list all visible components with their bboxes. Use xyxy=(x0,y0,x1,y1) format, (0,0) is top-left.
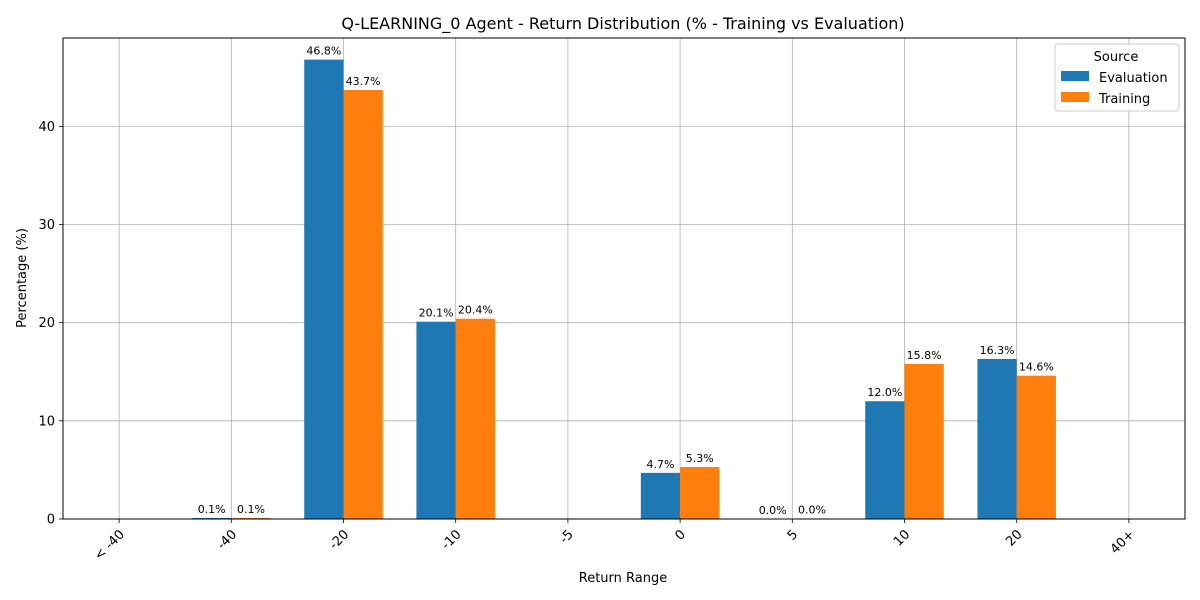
data-label-evaluation: 46.8% xyxy=(306,45,341,58)
legend: Source Evaluation Training xyxy=(1054,43,1180,112)
y-tick-label: 20 xyxy=(38,316,55,331)
x-tick-label: 20 xyxy=(1003,527,1025,549)
y-tick-label: 30 xyxy=(38,218,55,233)
bar-evaluation xyxy=(304,59,344,519)
bar-evaluation xyxy=(416,321,456,519)
data-label-evaluation: 0.1% xyxy=(198,503,226,516)
legend-label-evaluation: Evaluation xyxy=(1099,71,1168,86)
chart-title: Q-LEARNING_0 Agent - Return Distribution… xyxy=(341,14,904,34)
x-tick-label: -10 xyxy=(439,527,465,553)
y-tick-label: 10 xyxy=(38,414,55,429)
bar-training xyxy=(904,363,944,519)
data-label-training: 0.1% xyxy=(237,503,265,516)
x-tick-label: -40 xyxy=(215,527,241,553)
data-label-training: 0.0% xyxy=(798,504,826,517)
x-tick-label: 40+ xyxy=(1108,527,1138,557)
data-label-evaluation: 12.0% xyxy=(867,386,902,399)
data-label-evaluation: 20.1% xyxy=(419,307,454,320)
legend-swatch-evaluation xyxy=(1061,71,1089,81)
y-axis-ticks: 0 10 20 30 40 xyxy=(38,120,63,528)
x-tick-label: -5 xyxy=(557,527,577,547)
legend-swatch-training xyxy=(1061,92,1089,102)
y-tick-label: 40 xyxy=(38,120,55,135)
data-label-training: 14.6% xyxy=(1019,361,1054,374)
bar-training xyxy=(343,90,383,520)
legend-label-training: Training xyxy=(1098,92,1150,107)
bar-evaluation xyxy=(640,472,681,519)
data-label-training: 20.4% xyxy=(458,304,493,317)
x-tick-label: -20 xyxy=(327,527,353,553)
bars-layer xyxy=(192,59,1056,520)
bar-evaluation xyxy=(977,358,1017,519)
bar-training xyxy=(1016,375,1056,519)
data-label-evaluation: 0.0% xyxy=(759,504,787,517)
bar-training xyxy=(455,318,495,519)
data-label-evaluation: 4.7% xyxy=(646,458,674,471)
x-axis-label: Return Range xyxy=(579,571,667,586)
plot-frame xyxy=(62,37,1186,520)
data-label-training: 5.3% xyxy=(686,452,714,465)
data-label-training: 43.7% xyxy=(346,75,381,88)
x-tick-label: 5 xyxy=(785,527,801,543)
bar-evaluation xyxy=(865,401,905,519)
x-tick-label: 0 xyxy=(672,527,688,543)
x-axis-ticks: < -40 -40 -20 -10 -5 0 5 10 20 40+ xyxy=(92,519,1138,563)
y-axis-label: Percentage (%) xyxy=(15,228,30,328)
data-label-training: 15.8% xyxy=(907,349,942,362)
legend-title: Source xyxy=(1094,50,1139,65)
bar-training xyxy=(680,466,720,519)
data-labels-layer: 0.1% 46.8% 20.1% 4.7% 0.0% 12.0% 16.3% 0.1% 43.7… xyxy=(198,45,1054,517)
y-tick-label: 0 xyxy=(47,513,55,528)
data-label-evaluation: 16.3% xyxy=(980,344,1015,357)
x-tick-label: < -40 xyxy=(92,527,128,563)
x-tick-label: 10 xyxy=(891,527,913,549)
